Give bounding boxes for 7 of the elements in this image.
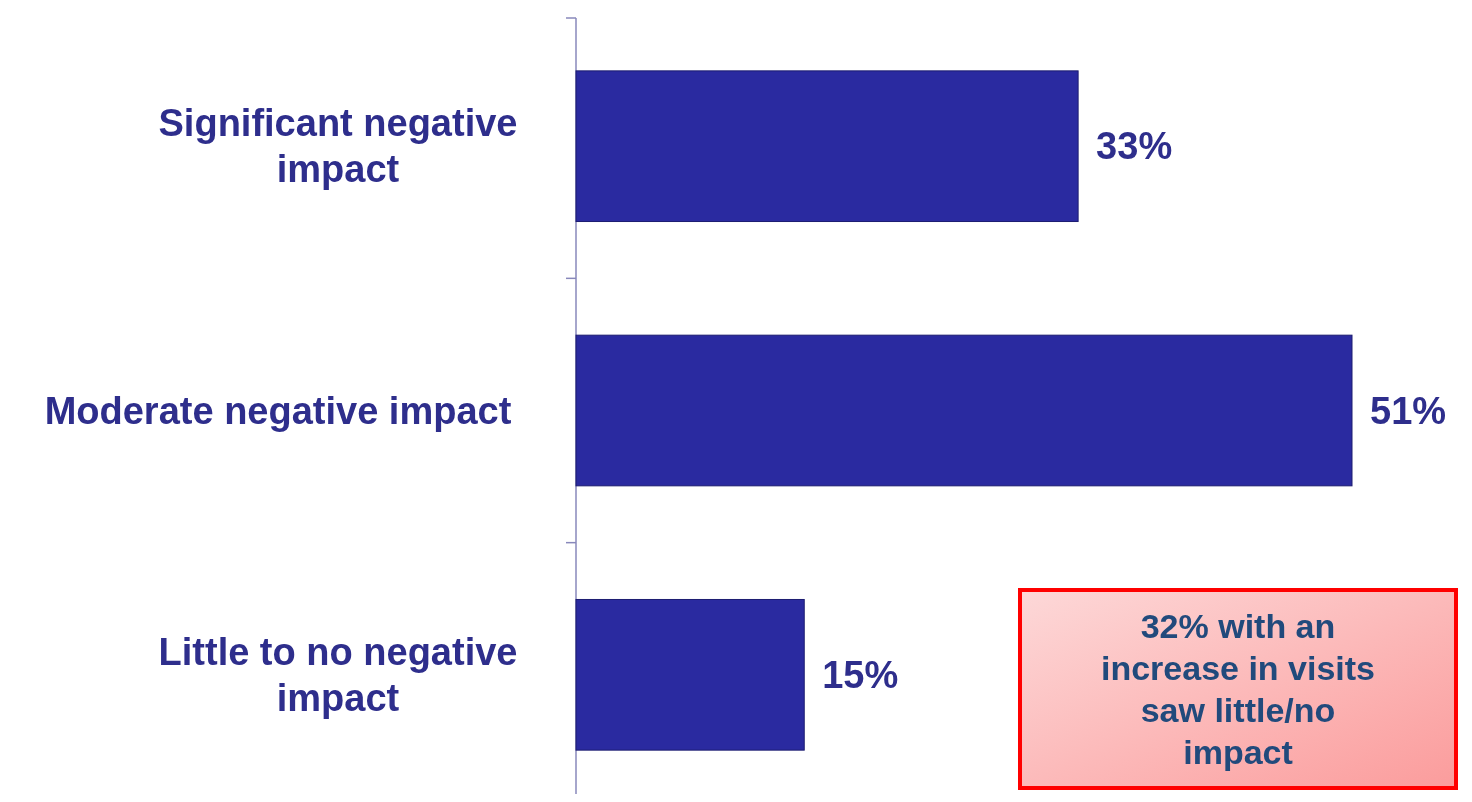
y-tick-label: Moderate negative impact: [44, 389, 512, 432]
y-tick-label: Significant negative impact: [158, 102, 518, 191]
data-label: 51%: [1370, 389, 1447, 432]
y-tick-label: Little to no negative impact: [158, 631, 518, 720]
data-label: 15%: [822, 654, 899, 697]
data-label: 33%: [1096, 125, 1173, 168]
annotation: 32% with an increase in visits saw little/no impact: [1100, 606, 1376, 771]
